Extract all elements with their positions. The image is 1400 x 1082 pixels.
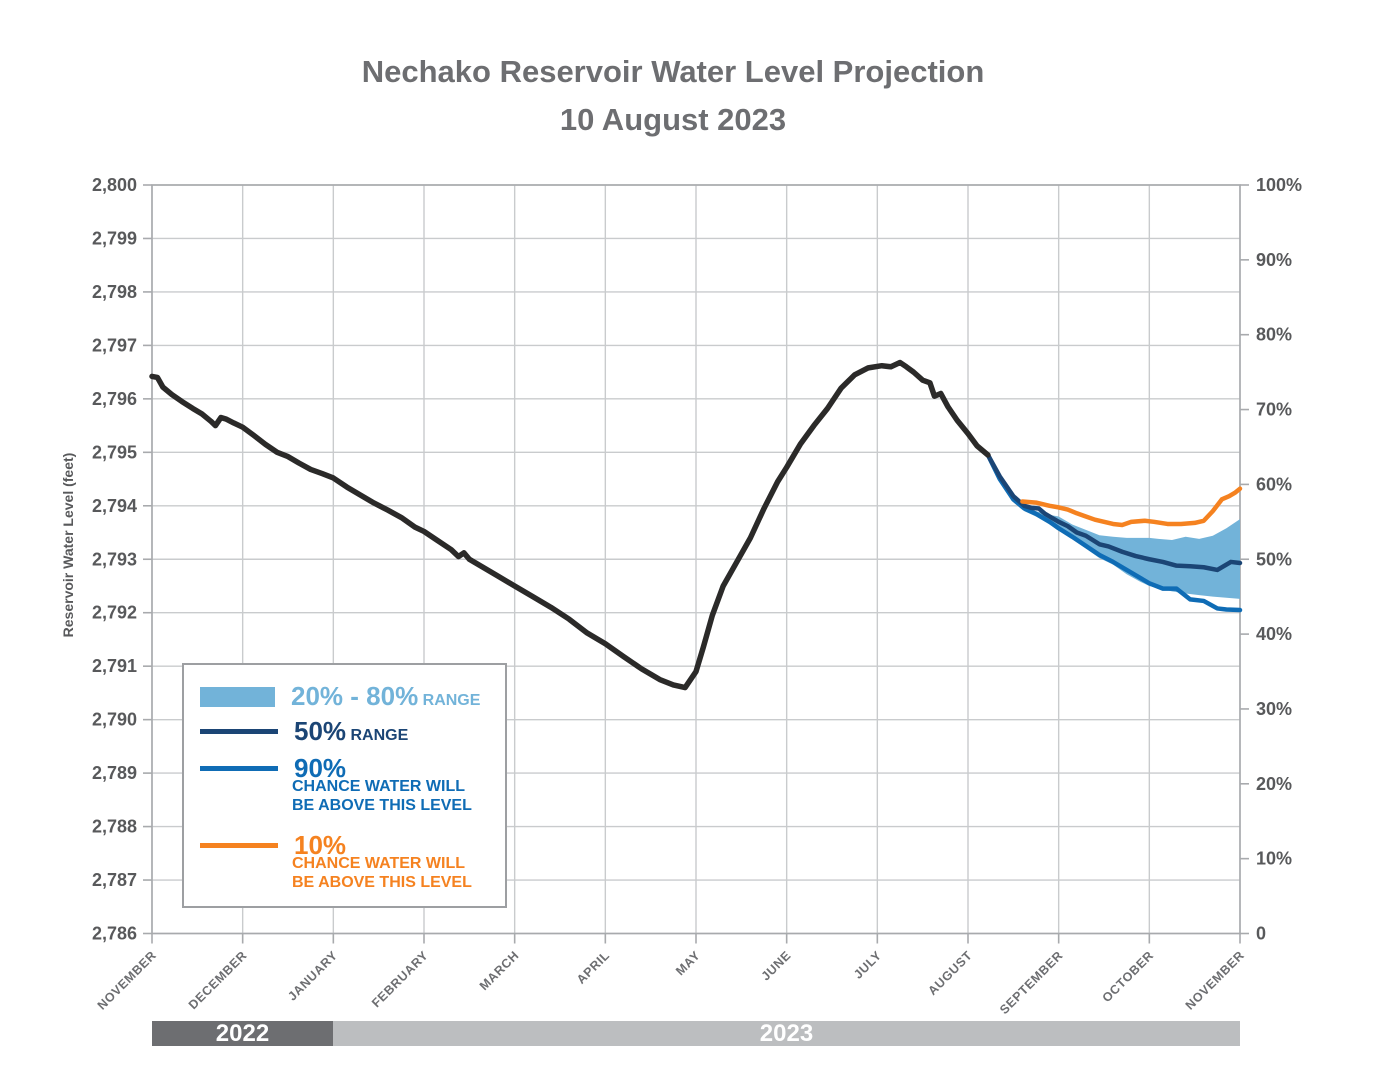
x-tick-label: JUNE bbox=[759, 948, 794, 983]
x-tick-label: DECEMBER bbox=[186, 948, 250, 1012]
legend-median-small: RANGE bbox=[350, 727, 409, 744]
legend-median-big: 50% bbox=[294, 716, 347, 746]
legend-p90-label: 90% bbox=[294, 753, 346, 784]
chart-title-line2: 10 August 2023 bbox=[559, 102, 787, 138]
legend-row-median: 50% RANGE bbox=[200, 716, 408, 747]
legend-row-band: 20% - 80% RANGE bbox=[200, 681, 480, 712]
legend-band-small: RANGE bbox=[422, 692, 481, 709]
legend-p10-sub1: CHANCE WATER WILL bbox=[292, 855, 466, 872]
y-right-tick-label: 90% bbox=[1256, 250, 1292, 270]
y-left-tick-label: 2,786 bbox=[92, 924, 137, 944]
y-right-tick-label: 10% bbox=[1256, 849, 1292, 869]
y-left-tick-label: 2,798 bbox=[92, 282, 137, 302]
x-tick-label: APRIL bbox=[574, 948, 613, 987]
x-tick-label: FEBRUARY bbox=[369, 948, 431, 1010]
p90-line-icon bbox=[200, 766, 278, 771]
series-historical_level bbox=[149, 359, 991, 691]
legend-band-big: 20% - 80% bbox=[291, 681, 419, 711]
y-left-tick-label: 2,799 bbox=[92, 228, 137, 248]
y-left-tick-label: 2,792 bbox=[92, 603, 137, 623]
series-p50_range bbox=[985, 452, 1243, 573]
legend-p90-sub2: BE ABOVE THIS LEVEL bbox=[292, 797, 472, 814]
x-tick-label: NOVEMBER bbox=[1183, 948, 1247, 1012]
legend-row-p90: 90% bbox=[200, 753, 346, 784]
year-bar: 2022 2023 bbox=[152, 1019, 1240, 1047]
x-tick-label: MAY bbox=[673, 948, 703, 978]
y-right-tick-label: 100% bbox=[1256, 175, 1302, 195]
legend-p10-big: 10% bbox=[294, 830, 347, 860]
y-left-tick-label: 2,789 bbox=[92, 763, 137, 783]
chart-title-line1: Nechako Reservoir Water Level Projection bbox=[361, 54, 985, 89]
y-left-tick-label: 2,795 bbox=[92, 442, 137, 462]
y-left-tick-label: 2,788 bbox=[92, 817, 137, 837]
band-swatch-icon bbox=[200, 686, 275, 707]
legend-band-label: 20% - 80% RANGE bbox=[291, 681, 480, 712]
y-left-tick-label: 2,787 bbox=[92, 870, 137, 890]
y-right-tick-label: 80% bbox=[1256, 325, 1292, 345]
x-tick-label: NOVEMBER bbox=[95, 948, 159, 1012]
year-2022-label: 2022 bbox=[215, 1019, 270, 1047]
legend-p10-sub2: BE ABOVE THIS LEVEL bbox=[292, 874, 472, 891]
legend-row-p10: 10% bbox=[200, 830, 346, 861]
legend-p10-subtext: CHANCE WATER WILL BE ABOVE THIS LEVEL bbox=[292, 854, 472, 892]
year-2023-label: 2023 bbox=[759, 1019, 814, 1047]
y-right-tick-label: 70% bbox=[1256, 400, 1292, 420]
y-left-tick-label: 2,791 bbox=[92, 656, 137, 676]
y-left-tick-label: 2,800 bbox=[92, 175, 137, 195]
legend: 20% - 80% RANGE 50% RANGE 90% CHANCE WAT… bbox=[182, 663, 507, 908]
y-right-tick-label: 60% bbox=[1256, 474, 1292, 494]
y-left-tick-label: 2,796 bbox=[92, 389, 137, 409]
legend-median-label: 50% RANGE bbox=[294, 716, 408, 747]
year-segment-2023: 2023 bbox=[333, 1019, 1240, 1047]
median-line-icon bbox=[200, 729, 278, 734]
y-right-tick-label: 20% bbox=[1256, 774, 1292, 794]
y-left-tick-label: 2,797 bbox=[92, 335, 137, 355]
y-right-tick-label: 50% bbox=[1256, 549, 1292, 569]
x-tick-label: JANUARY bbox=[285, 948, 340, 1003]
legend-p90-subtext: CHANCE WATER WILL BE ABOVE THIS LEVEL bbox=[292, 777, 472, 815]
series-p10_chance_above bbox=[1020, 486, 1243, 528]
x-tick-label: AUGUST bbox=[925, 948, 975, 998]
legend-p90-big: 90% bbox=[294, 753, 347, 783]
y-right-tick-label: 30% bbox=[1256, 699, 1292, 719]
x-tick-label: JULY bbox=[851, 948, 884, 981]
x-tick-label: OCTOBER bbox=[1100, 948, 1157, 1005]
x-tick-label: MARCH bbox=[477, 948, 522, 993]
y-left-tick-label: 2,793 bbox=[92, 549, 137, 569]
y-left-tick-label: 2,794 bbox=[92, 496, 137, 516]
chart-title: Nechako Reservoir Water Level Projection… bbox=[0, 48, 1346, 144]
y-axis-title: Reservoir Water Level (feet) bbox=[60, 452, 76, 638]
x-tick-label: SEPTEMBER bbox=[997, 948, 1066, 1017]
y-left-tick-label: 2,790 bbox=[92, 710, 137, 730]
legend-p10-label: 10% bbox=[294, 830, 346, 861]
p10-line-icon bbox=[200, 843, 278, 848]
series-p90_chance_above bbox=[985, 452, 1243, 613]
year-segment-2022: 2022 bbox=[152, 1019, 333, 1047]
legend-p90-sub1: CHANCE WATER WILL bbox=[292, 778, 466, 795]
y-right-tick-label: 40% bbox=[1256, 624, 1292, 644]
y-right-tick-label: 0 bbox=[1256, 924, 1266, 944]
